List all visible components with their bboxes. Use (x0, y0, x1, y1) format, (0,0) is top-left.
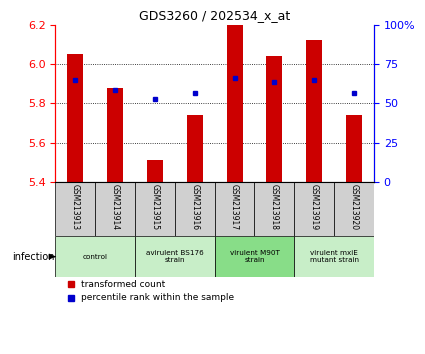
Text: avirulent BS176
strain: avirulent BS176 strain (146, 250, 204, 263)
Bar (175, 182, 215, 236)
Bar (334, 182, 374, 236)
Text: GSM213913: GSM213913 (71, 184, 79, 230)
Bar (95, 182, 135, 236)
Text: GSM213919: GSM213919 (310, 184, 319, 230)
Text: control: control (82, 253, 108, 259)
Text: transformed count: transformed count (81, 280, 165, 289)
Text: virulent M90T
strain: virulent M90T strain (230, 250, 279, 263)
Bar (346, 115, 362, 182)
Bar (147, 160, 163, 182)
Bar (294, 182, 334, 236)
Text: percentile rank within the sample: percentile rank within the sample (81, 293, 234, 302)
Bar (107, 87, 123, 182)
Bar (215, 236, 294, 278)
Title: GDS3260 / 202534_x_at: GDS3260 / 202534_x_at (139, 9, 290, 22)
Text: GSM213920: GSM213920 (350, 184, 359, 230)
Bar (135, 236, 215, 278)
Bar (255, 182, 294, 236)
Text: GSM213917: GSM213917 (230, 184, 239, 230)
Bar (227, 23, 243, 182)
Text: infection: infection (12, 252, 54, 262)
Text: GSM213918: GSM213918 (270, 184, 279, 230)
Text: GSM213916: GSM213916 (190, 184, 199, 230)
Text: GSM213915: GSM213915 (150, 184, 159, 230)
Bar (215, 182, 255, 236)
Bar (294, 236, 374, 278)
Bar (55, 182, 95, 236)
Text: GSM213914: GSM213914 (110, 184, 119, 230)
Bar (266, 56, 282, 182)
Text: virulent mxiE
mutant strain: virulent mxiE mutant strain (310, 250, 359, 263)
Bar (67, 54, 83, 182)
Bar (187, 115, 203, 182)
Bar (135, 182, 175, 236)
Bar (55, 236, 135, 278)
Bar (306, 40, 322, 182)
